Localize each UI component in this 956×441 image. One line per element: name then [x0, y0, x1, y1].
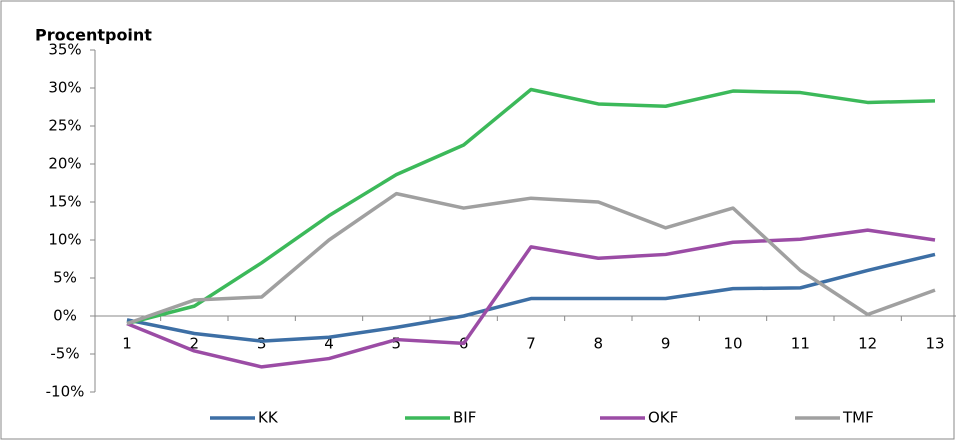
x-tick-label: 1	[122, 335, 132, 353]
x-tick-label: 7	[526, 335, 536, 353]
x-tick-label: 2	[190, 335, 200, 353]
x-tick-label: 13	[925, 335, 944, 353]
y-tick-label: 25%	[48, 117, 81, 135]
series-line	[126, 252, 936, 343]
series-line	[126, 191, 936, 326]
legend-label: OKF	[648, 409, 678, 427]
y-tick-label: -10%	[46, 383, 85, 401]
legend-label: KK	[258, 409, 279, 427]
legend-label: TMF	[842, 409, 874, 427]
y-tick-label: 5%	[53, 269, 77, 287]
x-tick-label: 4	[324, 335, 334, 353]
y-tick-label: 35%	[48, 41, 81, 59]
x-tick-label: 12	[858, 335, 877, 353]
y-axis-label: Procentpoint	[35, 26, 152, 45]
y-tick-label: 0%	[53, 307, 77, 325]
x-tick-label: 3	[257, 335, 267, 353]
x-tick-label: 8	[594, 335, 604, 353]
y-tick-label: 10%	[48, 231, 81, 249]
x-tick-label: 5	[392, 335, 402, 353]
y-tick-label: 15%	[48, 193, 81, 211]
y-tick-label: 20%	[48, 155, 81, 173]
series-line	[126, 87, 936, 326]
legend-label: BIF	[453, 409, 476, 427]
x-tick-label: 9	[661, 335, 671, 353]
x-tick-label: 10	[723, 335, 742, 353]
series-line	[126, 228, 936, 369]
y-tick-label: -5%	[50, 345, 79, 363]
y-tick-label: 30%	[48, 79, 81, 97]
x-tick-label: 11	[791, 335, 810, 353]
